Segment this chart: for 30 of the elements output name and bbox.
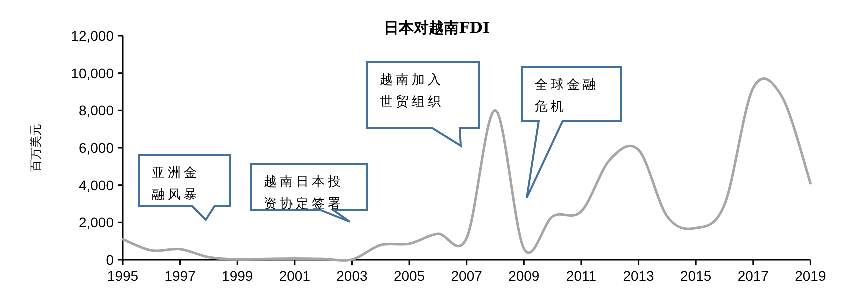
x-tick-label: 2007 bbox=[451, 268, 483, 284]
x-tick-label: 2003 bbox=[336, 268, 368, 284]
annotation: 越南日本投资协定签署 bbox=[264, 175, 344, 212]
x-tick-label: 1997 bbox=[164, 268, 196, 284]
callout: 亚洲金融风暴 bbox=[138, 154, 231, 222]
x-tick-label: 2009 bbox=[508, 268, 540, 284]
y-tick-label: 10,000 bbox=[71, 65, 114, 82]
y-axis-title: 百万美元 bbox=[29, 124, 43, 172]
x-tick-label: 1995 bbox=[107, 268, 139, 284]
callout: 全球金融危机 bbox=[521, 66, 622, 199]
chart-title: 日本对越南FDI bbox=[384, 19, 490, 37]
y-tick-label: 6,000 bbox=[78, 140, 114, 156]
x-tick-label: 2005 bbox=[394, 268, 426, 284]
x-tick-label: 2015 bbox=[680, 268, 712, 284]
annotation: 越南加入世贸组织 bbox=[380, 73, 444, 110]
x-tick-label: 2001 bbox=[279, 268, 311, 284]
x-tick-label: 2013 bbox=[623, 268, 655, 284]
x-tick-label: 2011 bbox=[566, 268, 597, 284]
y-tick-label: 0 bbox=[106, 252, 114, 268]
x-tick-label: 2017 bbox=[738, 268, 770, 284]
y-tick-label: 2,000 bbox=[78, 214, 114, 231]
annotation: 亚洲金融风暴 bbox=[152, 166, 200, 203]
y-tick-label: 12,000 bbox=[71, 28, 114, 44]
y-tick-label: 8,000 bbox=[78, 102, 114, 119]
x-tick-label: 1999 bbox=[222, 268, 254, 284]
x-tick-label: 2019 bbox=[795, 268, 826, 284]
callout: 越南日本投资协定签署 bbox=[250, 163, 368, 223]
annotation: 全球金融危机 bbox=[535, 78, 599, 115]
callout: 越南加入世贸组织 bbox=[366, 61, 480, 148]
y-tick-label: 4,000 bbox=[78, 177, 114, 194]
